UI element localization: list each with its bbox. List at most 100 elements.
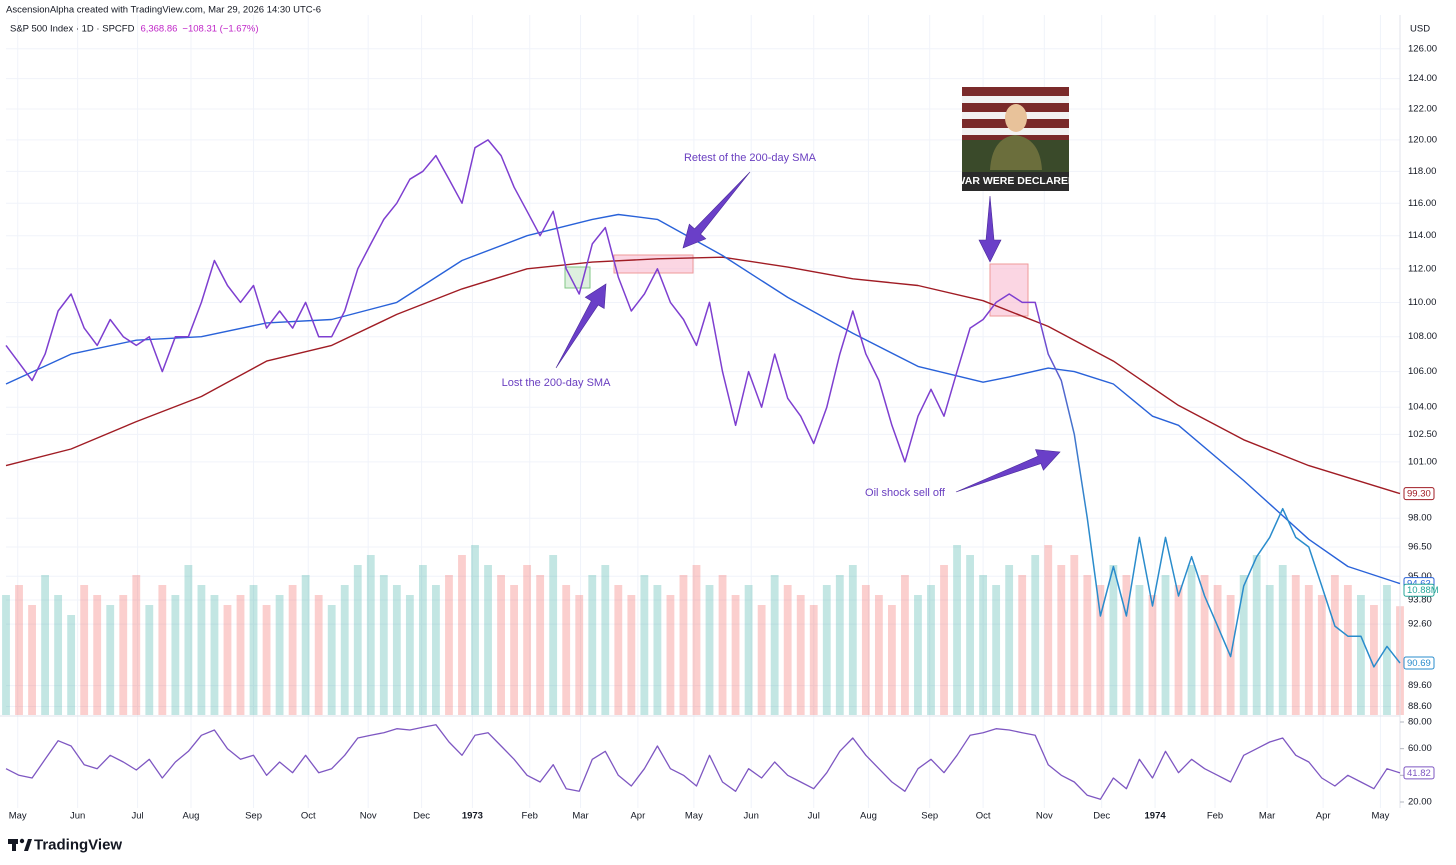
volume-bar: [757, 605, 766, 715]
highlight-box: [564, 266, 591, 289]
volume-bar: [536, 575, 545, 715]
arrow: [682, 171, 751, 249]
y-tick-label: 92.60: [1408, 619, 1432, 630]
volume-bar: [1096, 585, 1105, 715]
y-tick-label: 124.00: [1408, 73, 1437, 84]
volume-bar: [1200, 575, 1209, 715]
x-tick-label: Aug: [860, 811, 877, 822]
last-value-tag: [1403, 656, 1435, 670]
volume-bar: [822, 585, 831, 715]
y-tick-label: 88.60: [1408, 701, 1432, 712]
volume-bar: [119, 595, 128, 715]
x-tick-label: Nov: [1036, 811, 1053, 822]
meme-caption: WAR WERE DECLARED: [955, 175, 1076, 187]
brand: TradingView: [34, 836, 122, 853]
volume-bar: [366, 555, 375, 715]
volume-bar: [796, 595, 805, 715]
highlight-box: [989, 263, 1029, 317]
volume-bar: [327, 605, 336, 715]
volume-bar: [93, 595, 102, 715]
last-value-label: 10.88M: [1407, 585, 1439, 596]
last-value-tag: [1403, 487, 1435, 501]
x-tick-label: Mar: [1259, 811, 1275, 822]
y-tick-label: 80.00: [1408, 717, 1432, 728]
volume-bar: [145, 605, 154, 715]
volume-bar: [1174, 585, 1183, 715]
volume-bar: [314, 595, 323, 715]
volume-bar: [184, 565, 193, 715]
volume-bar: [2, 595, 10, 715]
grid: [6, 15, 1400, 808]
volume-bar: [705, 585, 714, 715]
volume-bar: [392, 585, 401, 715]
volume-bar: [914, 595, 922, 715]
volume-bar: [1239, 575, 1248, 715]
y-tick-label: 120.00: [1408, 134, 1437, 145]
figure-head: [1005, 104, 1027, 132]
logo-mark: [19, 838, 25, 844]
logo-mark: [24, 839, 32, 851]
volume-bar: [1018, 575, 1027, 715]
volume-bar: [731, 595, 740, 715]
sma-fast-line: [5, 213, 1401, 585]
volume-bar: [627, 595, 636, 715]
volume-bar: [666, 595, 675, 715]
volume-bar: [158, 585, 167, 715]
volume-bar: [1370, 605, 1378, 715]
x-tick-label: Oct: [976, 811, 991, 822]
x-tick-label: Oct: [301, 811, 316, 822]
volume-bar: [1122, 575, 1131, 715]
volume-bar: [379, 575, 388, 715]
volume-bar: [275, 595, 284, 715]
volume-bar: [249, 585, 258, 715]
volume-bar: [41, 575, 49, 715]
logo-mark: [12, 839, 16, 851]
x-tick-label: Apr: [1316, 811, 1331, 822]
volume-bar: [523, 565, 532, 715]
volume-bar: [471, 545, 479, 715]
volume-bar: [1135, 585, 1144, 715]
volume-bar: [848, 565, 857, 715]
volume-bar: [418, 565, 427, 715]
volume-bar: [783, 585, 792, 715]
volume-bar: [770, 575, 779, 715]
price-line: [5, 139, 1401, 668]
x-tick-label: Jun: [744, 811, 759, 822]
volume-bar: [927, 585, 935, 715]
volume-bar: [640, 575, 649, 715]
volume-bar: [679, 575, 688, 715]
last-value-label: 99.30: [1407, 489, 1431, 500]
last-value-tag: [1403, 766, 1435, 780]
x-tick-label: Mar: [572, 811, 588, 822]
volume-bar: [301, 575, 310, 715]
volume-bar: [718, 575, 727, 715]
volume-bar: [549, 555, 558, 715]
volume-bar: [405, 595, 414, 715]
volume-bar: [67, 615, 76, 715]
x-tick-label: May: [1371, 811, 1389, 822]
volume-bar: [1148, 595, 1157, 715]
y-tick-label: 20.00: [1408, 797, 1432, 808]
volume-bar: [1083, 575, 1092, 715]
arrow: [978, 195, 1002, 263]
volume-bar: [1330, 575, 1339, 715]
volume-bar: [28, 605, 36, 715]
volume-bar: [106, 605, 115, 715]
y-tick-label: 106.00: [1408, 366, 1437, 377]
volume-bar: [197, 585, 206, 715]
volume-bar: [353, 565, 362, 715]
volume-bar: [953, 545, 961, 715]
y-tick-label: 104.00: [1408, 402, 1437, 413]
volume-bar: [1044, 545, 1053, 715]
x-tick-label: Feb: [1207, 811, 1223, 822]
volume-bar: [601, 565, 610, 715]
volume-bar: [653, 585, 662, 715]
price-change: −108.31 (−1.67%): [182, 24, 258, 35]
volume-bar: [744, 585, 753, 715]
volume-bar: [940, 565, 948, 715]
brand-logo: TradingView: [8, 836, 122, 853]
x-tick-label: Nov: [360, 811, 377, 822]
volume-bar: [979, 575, 988, 715]
